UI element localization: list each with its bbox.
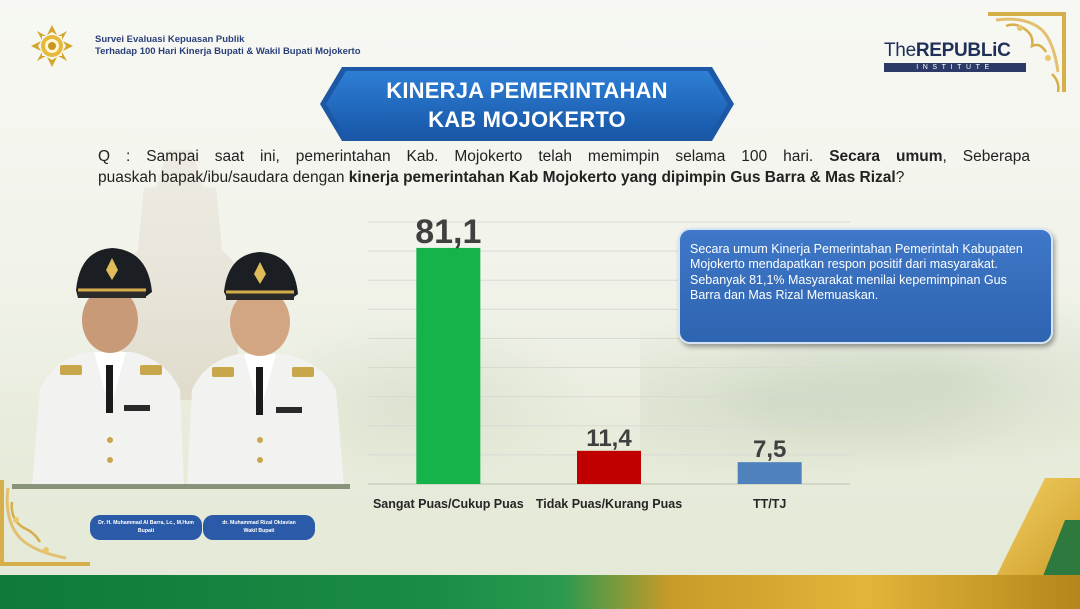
data-label-1: 81,1: [415, 213, 481, 251]
summary-callout: Secara umum Kinerja Pemerintahan Pemerin…: [678, 228, 1053, 344]
name-tag-wakil-bupati: dr. Muhammad Rizal Oktavian Wakil Bupati: [203, 515, 315, 540]
title-line2: KAB MOJOKERTO: [428, 107, 626, 132]
photo-ground: [12, 484, 350, 489]
question-line1: Q : Sampai saat ini, pemerintahan Kab. M…: [98, 148, 1030, 165]
brand-name: REPUBLiC: [915, 40, 1011, 61]
question-bold-1: Secara umum: [829, 148, 943, 165]
bar-1: [416, 247, 481, 484]
data-label-3: 7,5: [753, 436, 786, 463]
regency-logo-icon: [31, 25, 73, 67]
survey-header: Survei Evaluasi Kepuasan Publik Terhadap…: [95, 34, 361, 58]
name-tag-bupati: Dr. H. Muhammad Al Barra, Lc., M.Hum Bup…: [90, 515, 202, 540]
title-banner: KINERJA PEMERINTAHAN KAB MOJOKERTO: [320, 67, 734, 141]
category-label-1: Sangat Puas/Cukup Puas: [373, 497, 524, 511]
bottom-bar: [0, 575, 1080, 609]
bar-3: [737, 462, 802, 484]
corner-ornament-icon: [988, 12, 1066, 93]
page-title: KINERJA PEMERINTAHAN KAB MOJOKERTO: [320, 76, 734, 134]
brand-sub: INSTITUTE: [884, 63, 1026, 72]
brand-logo: TheREPUBLiC INSTITUTE: [884, 40, 1028, 72]
officials-photo: [32, 248, 344, 485]
bar-2: [577, 450, 641, 484]
corner-ornament-bottom-icon: [0, 480, 90, 566]
data-label-2: 11,4: [586, 425, 632, 452]
question-line2: puaskah bapak/ibu/saudara dengan kinerja…: [98, 169, 905, 186]
question-bold-2: kinerja pemerintahan Kab Mojokerto yang …: [348, 169, 896, 186]
header-line2: Terhadap 100 Hari Kinerja Bupati & Wakil…: [95, 46, 361, 57]
category-label-3: TT/TJ: [753, 497, 786, 511]
brand-the: The: [884, 40, 916, 61]
category-label-2: Tidak Puas/Kurang Puas: [536, 497, 682, 511]
header-line1: Survei Evaluasi Kepuasan Publik: [95, 34, 245, 45]
title-line1: KINERJA PEMERINTAHAN: [386, 78, 668, 103]
